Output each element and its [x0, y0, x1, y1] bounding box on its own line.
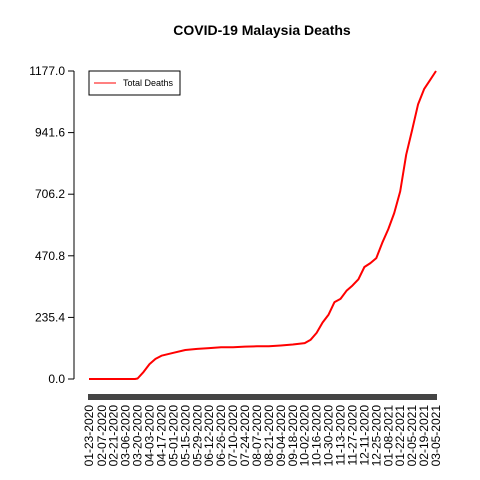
x-axis-ticks: 01-23-202002-07-202002-21-202003-06-2020… [82, 394, 443, 466]
y-tick-label: 470.8 [35, 249, 65, 263]
y-tick-label: 706.2 [35, 187, 65, 201]
y-tick-label: 1177.0 [29, 64, 65, 78]
chart-title: COVID-19 Malaysia Deaths [173, 22, 351, 38]
x-axis-dense-ticks [88, 394, 437, 400]
y-tick-label: 0.0 [48, 372, 65, 386]
y-tick-label: 235.4 [35, 310, 65, 324]
x-tick-label: 03-05-2021 [429, 405, 443, 467]
y-tick-label: 941.6 [35, 126, 65, 140]
y-axis-ticks: 0.0 235.4 470.8 706.2 941.6 1177.0 [29, 64, 74, 386]
series-line-total-deaths [89, 71, 436, 379]
legend: Total Deaths [89, 71, 180, 95]
legend-label-total-deaths: Total Deaths [123, 78, 174, 88]
